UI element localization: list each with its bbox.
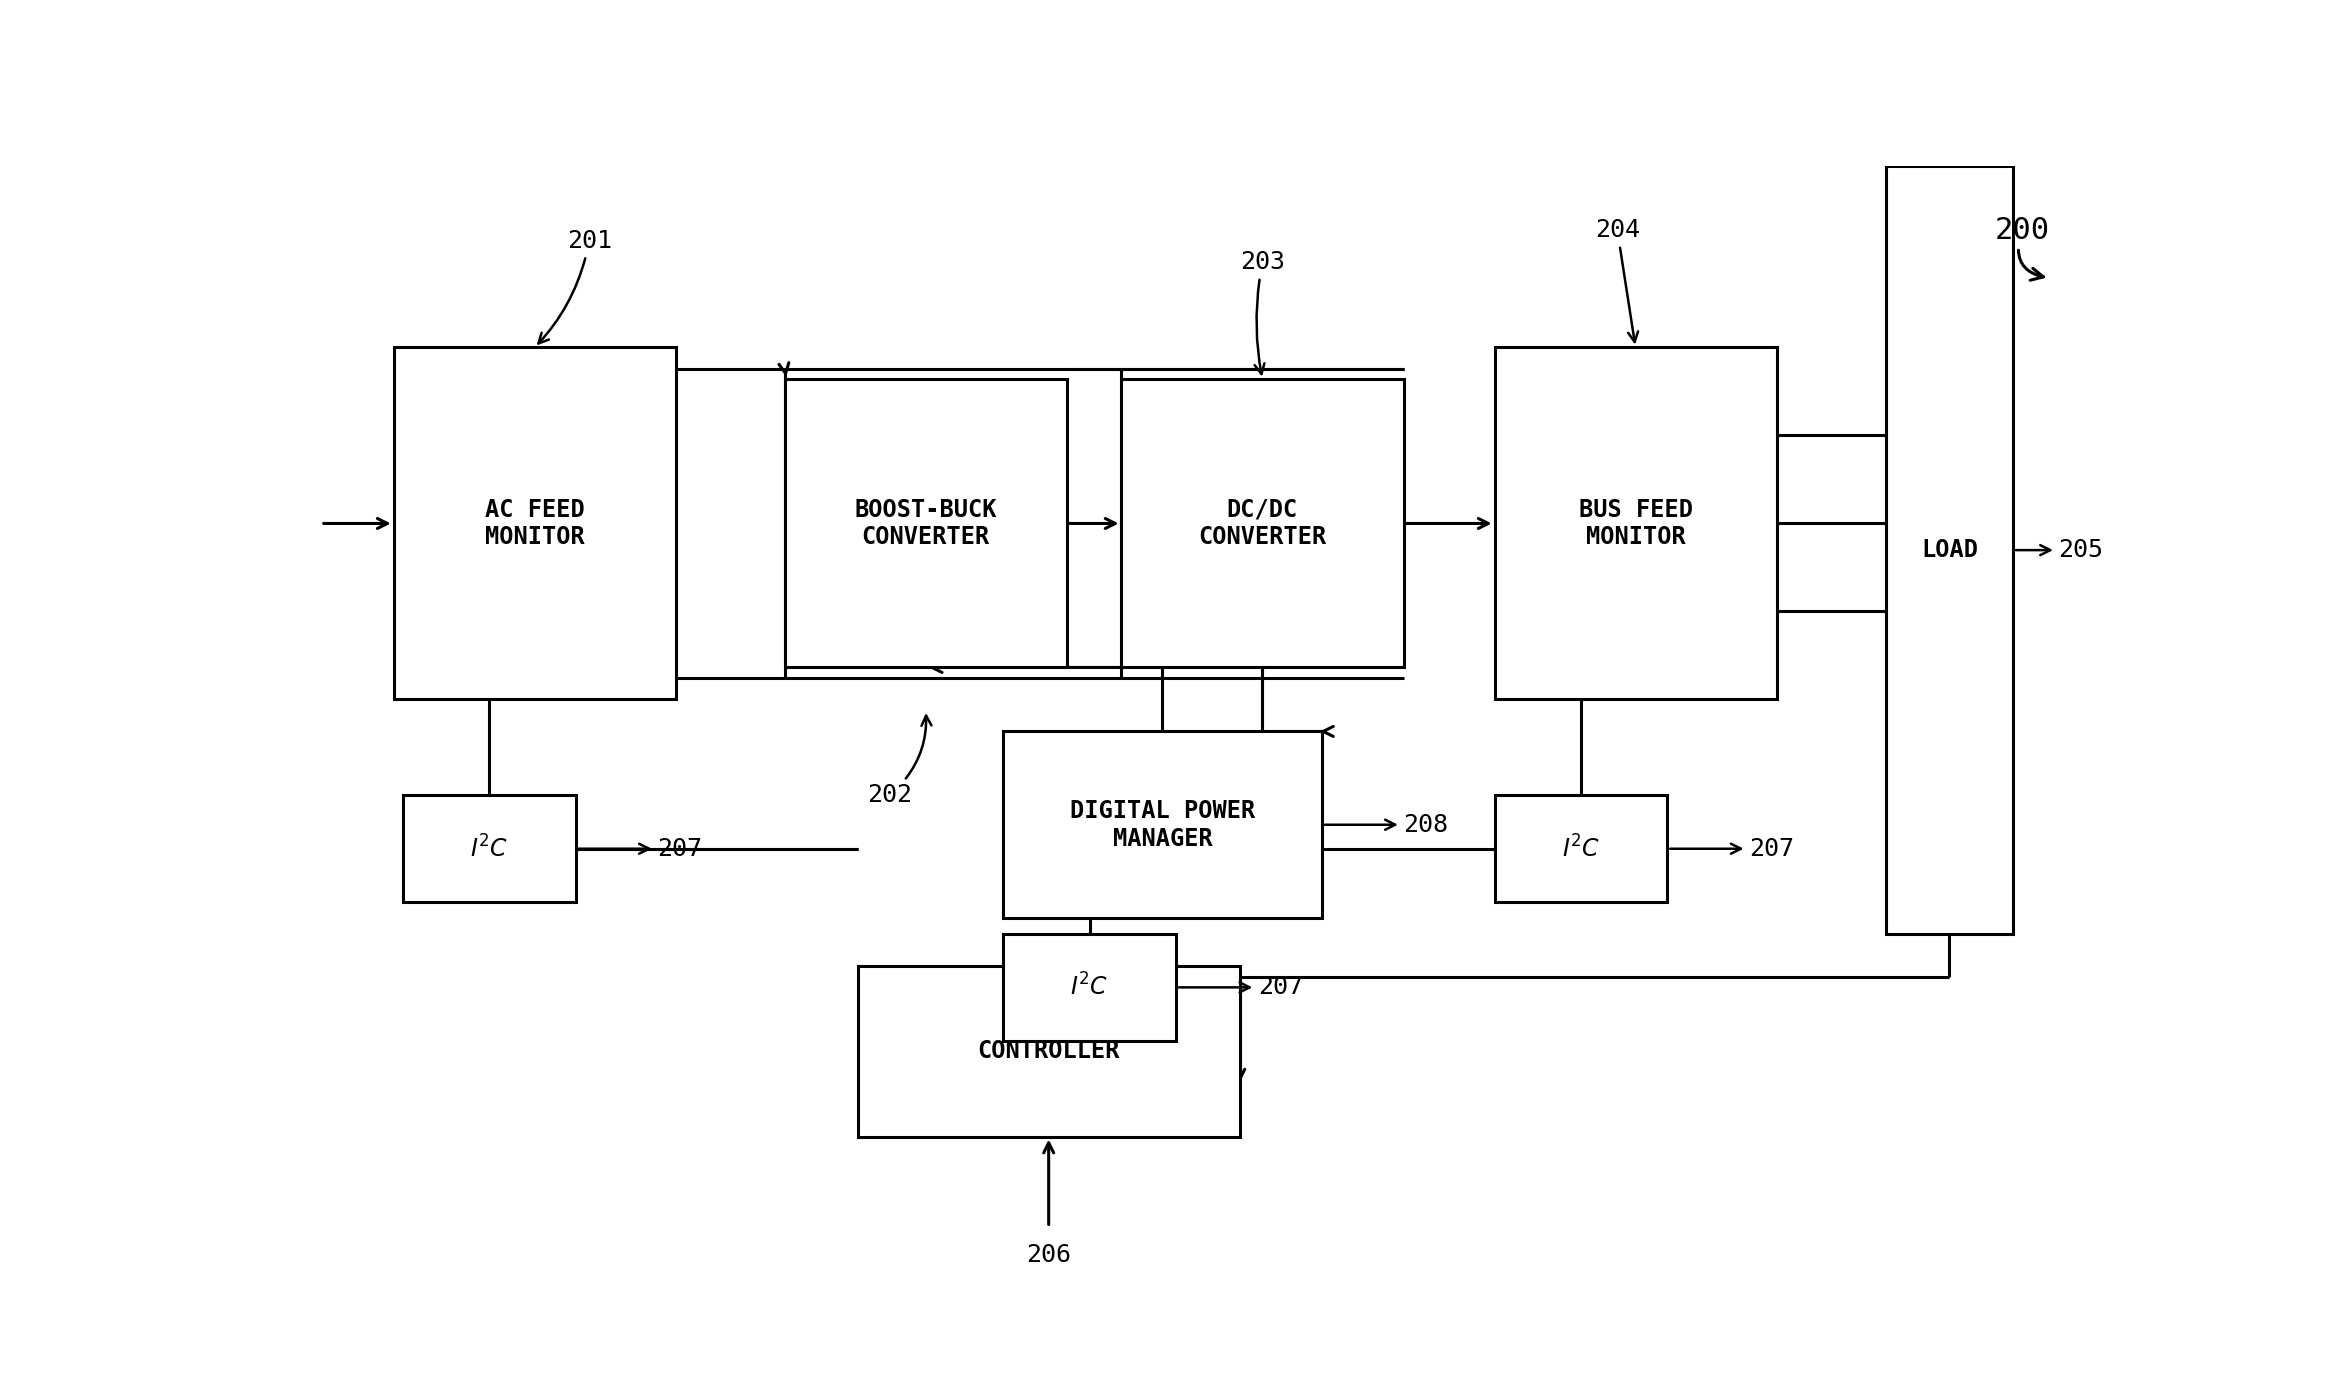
Text: 200: 200 [1996, 216, 2050, 280]
Text: BUS FEED
MONITOR: BUS FEED MONITOR [1578, 497, 1693, 550]
Text: 201: 201 [538, 229, 613, 343]
Text: CONTROLLER: CONTROLLER [977, 1039, 1120, 1064]
Text: 203: 203 [1240, 251, 1284, 374]
Bar [1122, 379, 1404, 668]
Text: 207: 207 [1669, 837, 1794, 860]
Text: DC/DC
CONVERTER: DC/DC CONVERTER [1197, 497, 1327, 550]
Bar [1003, 731, 1322, 918]
Bar [1496, 348, 1777, 699]
Text: DIGITAL POWER
MANAGER: DIGITAL POWER MANAGER [1071, 799, 1256, 850]
Text: $I^2C$: $I^2C$ [1071, 974, 1108, 1001]
Text: LOAD: LOAD [1921, 539, 1977, 562]
Text: 202: 202 [866, 716, 932, 807]
Text: $I^2C$: $I^2C$ [470, 835, 507, 863]
Bar [404, 795, 575, 902]
Text: 207: 207 [1179, 975, 1303, 1000]
Text: BOOST-BUCK
CONVERTER: BOOST-BUCK CONVERTER [855, 497, 998, 550]
Bar [1496, 795, 1667, 902]
Text: 205: 205 [2017, 539, 2104, 562]
Bar [394, 348, 676, 699]
Bar [784, 379, 1066, 668]
Text: 207: 207 [578, 837, 702, 860]
Text: 204: 204 [1594, 219, 1639, 342]
Bar [857, 967, 1240, 1137]
Bar [1885, 166, 2012, 933]
Text: 206: 206 [1026, 1244, 1071, 1267]
Text: AC FEED
MONITOR: AC FEED MONITOR [484, 497, 585, 550]
Bar [1003, 933, 1176, 1040]
Text: 208: 208 [1324, 813, 1449, 837]
Text: $I^2C$: $I^2C$ [1561, 835, 1599, 863]
